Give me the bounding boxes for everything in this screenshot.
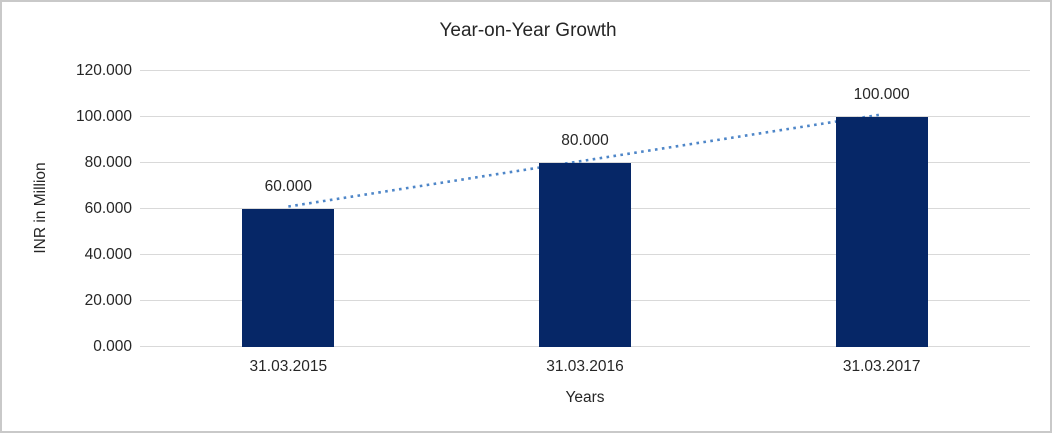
bar — [835, 116, 928, 347]
y-tick-label: 120.000 — [75, 61, 132, 79]
y-tick-label: 40.000 — [84, 245, 132, 263]
data-label: 60.000 — [264, 177, 313, 195]
data-label: 100.000 — [853, 85, 910, 103]
bar — [539, 162, 631, 347]
y-tick-label: 60.000 — [84, 199, 132, 217]
x-category-label: 31.03.2016 — [546, 358, 624, 375]
x-category-label: 31.03.2015 — [249, 358, 328, 375]
x-category-label: 31.03.2017 — [842, 358, 921, 375]
chart-title: Year-on-Year Growth — [439, 20, 617, 41]
trendline — [288, 113, 882, 208]
y-tick-label: 100.000 — [75, 107, 132, 125]
y-tick-label: 20.000 — [84, 291, 132, 309]
y-tick-label: 0.000 — [93, 337, 132, 355]
x-axis-title: Years — [565, 389, 605, 406]
bar — [242, 208, 335, 347]
y-tick-label: 80.000 — [84, 153, 132, 171]
data-label: 80.000 — [561, 131, 609, 149]
